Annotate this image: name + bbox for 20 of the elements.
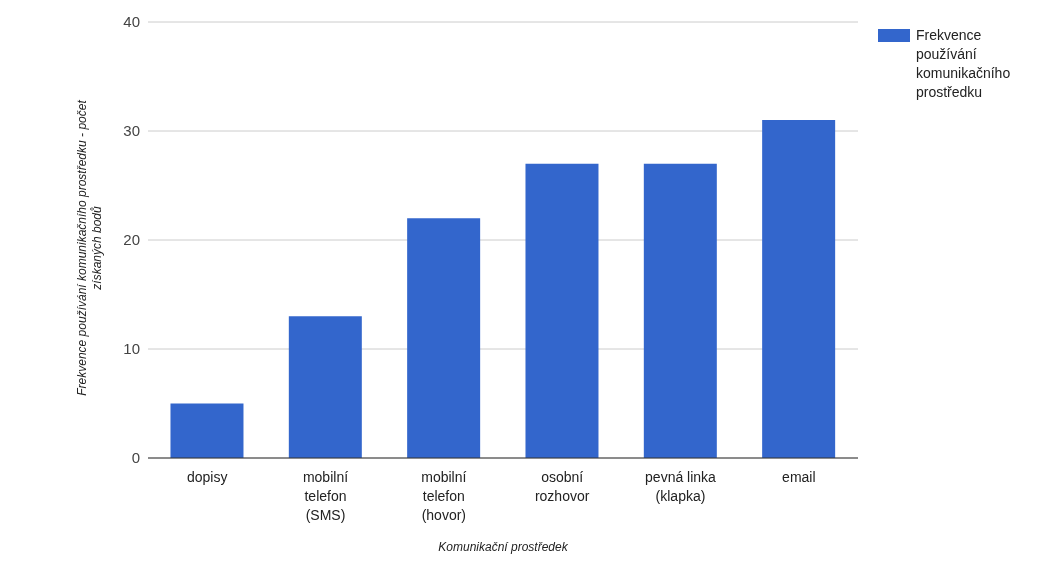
x-tick-label: dopisy xyxy=(186,469,228,485)
y-axis-title: Frekvence používání komunikačního prostředku - počet získaných bodů xyxy=(75,99,105,398)
y-tick-label: 40 xyxy=(123,13,140,31)
bar xyxy=(170,403,244,458)
bar xyxy=(643,163,717,458)
bar xyxy=(288,316,362,458)
x-tick-label: email xyxy=(782,469,816,485)
y-tick-label: 10 xyxy=(123,340,140,358)
y-tick-label: 0 xyxy=(131,449,140,467)
bar xyxy=(407,218,481,458)
x-axis-title: Komunikační prostředek xyxy=(437,540,569,554)
bar xyxy=(525,163,599,458)
bar xyxy=(762,120,836,458)
x-tick-label: mobilní telefon (hovor) xyxy=(421,469,467,523)
x-tick-label: osobní rozhovor xyxy=(534,469,590,504)
y-tick-label: 20 xyxy=(123,231,140,249)
x-tick-label: pevná linka (klapka) xyxy=(645,469,717,504)
x-tick-label: mobilní telefon (SMS) xyxy=(302,469,349,523)
y-tick-label: 30 xyxy=(123,122,140,140)
legend-label: Frekvence používání komunikačního prostředku xyxy=(916,26,1012,102)
